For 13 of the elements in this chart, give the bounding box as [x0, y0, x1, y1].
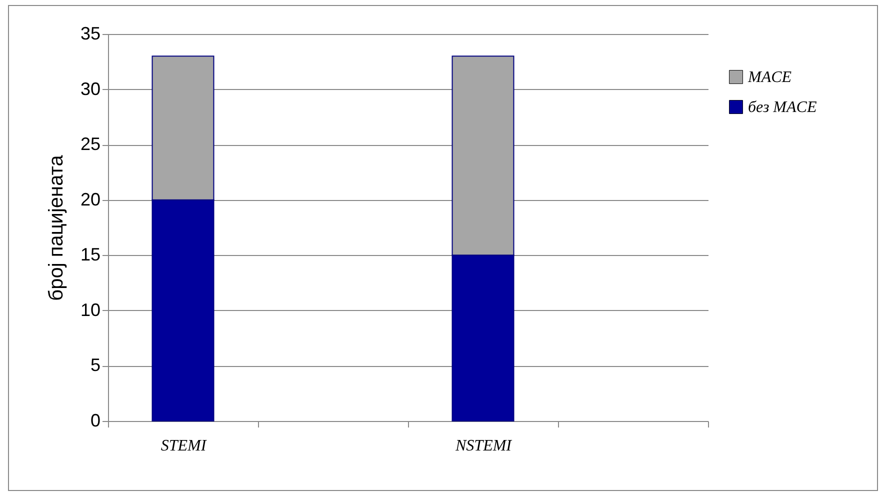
x-tick-label: NSTEMI — [454, 438, 512, 454]
y-tick-label: 15 — [80, 244, 100, 265]
legend-label: MACE — [747, 69, 792, 86]
y-tick-label: 25 — [80, 134, 100, 154]
y-tick-label: 35 — [80, 24, 100, 44]
y-tick-label: 30 — [80, 78, 100, 99]
y-tick-label: 10 — [80, 300, 100, 320]
y-tick-label: 20 — [80, 189, 100, 210]
y-axis-title: број пацијената — [45, 154, 68, 301]
y-tick-label: 5 — [90, 355, 100, 376]
legend-label: без MACE — [748, 99, 817, 116]
y-tick-label: 0 — [90, 410, 100, 430]
x-tick-label: STEMI — [160, 438, 207, 454]
